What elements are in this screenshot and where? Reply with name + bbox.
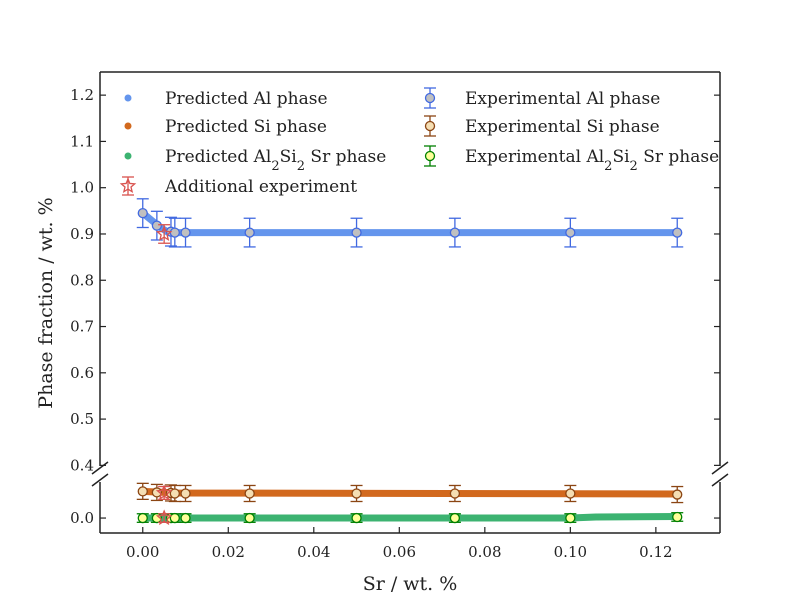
x-tick-label: 0.12 — [639, 543, 672, 561]
y-tick-label: 0.8 — [70, 271, 94, 289]
experimental-point-2 — [244, 512, 255, 524]
y-tick-label: 0.0 — [70, 509, 94, 527]
legend-label: Experimental Al phase — [465, 89, 660, 109]
experimental-point-1 — [244, 488, 255, 499]
break-mark-left-lower — [91, 473, 109, 487]
experimental-point-0 — [169, 227, 180, 238]
y-tick-label: 1.0 — [70, 179, 94, 197]
experimental-point-0 — [672, 227, 683, 238]
experimental-point-2 — [169, 512, 180, 524]
break-mark-left-upper — [91, 461, 109, 475]
x-tick-label: 0.04 — [297, 543, 330, 561]
additional-experiment-star — [155, 509, 173, 526]
experimental-point-2 — [137, 512, 148, 524]
legend-marker-experimental-0 — [424, 92, 436, 104]
legend-label: Experimental Al2Si2 Sr phase — [465, 147, 719, 174]
y-tick-label: 1.1 — [70, 132, 94, 150]
break-mark-right-lower — [711, 473, 729, 487]
y-axis-title: Phase fraction / wt. % — [35, 197, 57, 408]
experimental-point-0 — [137, 208, 148, 219]
predicted-series-line-1 — [139, 487, 681, 498]
experimental-point-2 — [672, 511, 683, 523]
legend-label: Additional experiment — [164, 177, 357, 197]
experimental-point-0 — [351, 227, 362, 238]
y-tick-label: 0.6 — [70, 364, 94, 382]
experimental-point-2 — [449, 512, 461, 524]
experimental-point-0 — [244, 227, 255, 238]
experimental-point-1 — [672, 489, 683, 500]
experimental-point-0 — [180, 227, 191, 238]
legend-label: Predicted Si phase — [165, 117, 327, 137]
legend-star-marker — [119, 177, 137, 194]
y-tick-label: 0.4 — [70, 456, 94, 474]
experimental-point-1 — [137, 486, 148, 497]
experimental-point-2 — [180, 512, 191, 524]
experimental-point-1 — [169, 488, 180, 499]
x-tick-label: 0.08 — [468, 543, 501, 561]
experimental-point-0 — [449, 227, 461, 238]
y-tick-label: 0.7 — [70, 318, 94, 336]
y-tick-label: 0.9 — [70, 225, 94, 243]
experimental-point-1 — [180, 488, 191, 499]
legend-label: Predicted Al phase — [165, 89, 328, 109]
x-tick-label: 0.10 — [554, 543, 587, 561]
predicted-series-line-0 — [139, 209, 681, 237]
experimental-point-1 — [449, 488, 461, 499]
legend-marker-predicted-2 — [124, 152, 132, 160]
x-tick-label: 0.00 — [126, 543, 159, 561]
experimental-point-2 — [351, 512, 362, 524]
x-axis-title: Sr / wt. % — [363, 573, 458, 595]
experimental-point-1 — [565, 488, 576, 499]
y-tick-label: 0.5 — [70, 410, 94, 428]
experimental-point-0 — [565, 227, 576, 238]
legend-label: Experimental Si phase — [465, 117, 660, 137]
predicted-series-line-2 — [139, 512, 681, 522]
x-tick-label: 0.02 — [212, 543, 245, 561]
legend-marker-experimental-2 — [424, 150, 436, 162]
legend-label: Predicted Al2Si2 Sr phase — [165, 147, 386, 174]
legend-marker-predicted-1 — [124, 122, 132, 130]
y-tick-label: 1.2 — [70, 86, 94, 104]
additional-experiment-star — [155, 484, 173, 500]
additional-experiment-star — [155, 225, 173, 242]
x-tick-label: 0.06 — [383, 543, 416, 561]
break-mark-right-upper — [711, 461, 729, 475]
legend-marker-predicted-0 — [124, 94, 132, 102]
legend-marker-experimental-1 — [424, 120, 436, 132]
experimental-point-2 — [565, 512, 576, 524]
experimental-point-0 — [151, 220, 163, 231]
experimental-point-1 — [351, 488, 362, 499]
